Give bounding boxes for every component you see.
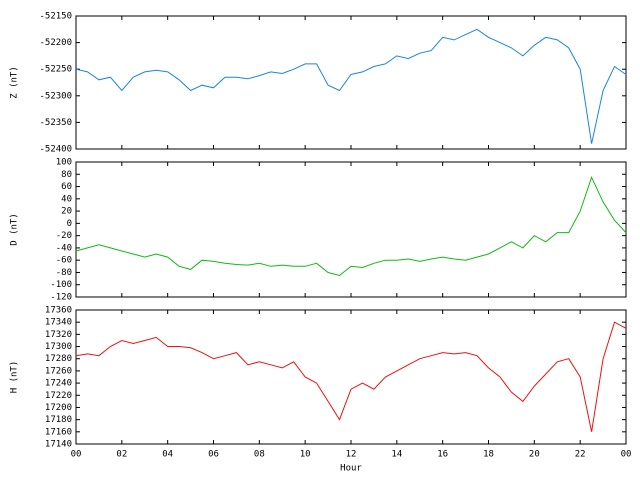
y-tick-label: 17340	[45, 318, 72, 328]
plot-frame	[75, 161, 627, 298]
x-tick-label: 02	[116, 450, 127, 460]
data-line	[75, 321, 627, 432]
x-tick-label: 18	[483, 450, 494, 460]
y-tick-label: -20	[56, 231, 72, 241]
y-tick-label: 17140	[45, 440, 72, 450]
x-tick-label: 10	[300, 450, 311, 460]
y-tick-label: 17300	[45, 342, 72, 352]
y-tick-label: -120	[50, 293, 72, 303]
x-tick-label: 14	[391, 450, 402, 460]
y-tick-label: 17200	[45, 403, 72, 413]
y-tick-label: 17240	[45, 379, 72, 389]
x-tick-label: 04	[162, 450, 173, 460]
y-tick-label: 80	[61, 170, 72, 180]
x-tick-label: 16	[437, 450, 448, 460]
y-axis-label: D (nT)	[10, 213, 20, 246]
y-axis-label: Z (nT)	[10, 66, 20, 99]
data-line	[75, 28, 627, 144]
x-tick-label: 06	[208, 450, 219, 460]
x-tick-label: 20	[529, 450, 540, 460]
x-tick-label: 00	[71, 450, 82, 460]
y-tick-label: -52250	[39, 65, 72, 75]
y-tick-label: 17180	[45, 415, 72, 425]
y-tick-label: -80	[56, 268, 72, 278]
y-tick-label: -52300	[39, 91, 72, 101]
data-line	[75, 175, 627, 277]
y-tick-label: 17280	[45, 354, 72, 364]
y-tick-label: 17320	[45, 330, 72, 340]
y-tick-label: 20	[61, 207, 72, 217]
y-tick-label: -52150	[39, 12, 72, 22]
y-tick-label: 17220	[45, 391, 72, 401]
y-tick-label: 100	[56, 158, 72, 168]
plot-frame	[75, 15, 627, 150]
x-axis-label: Hour	[340, 464, 362, 474]
y-tick-label: 17260	[45, 366, 72, 376]
x-tick-label: 12	[346, 450, 357, 460]
y-tick-label: 17160	[45, 427, 72, 437]
y-tick-label: 60	[61, 182, 72, 192]
y-tick-label: -60	[56, 256, 72, 266]
y-tick-label: -100	[50, 280, 72, 290]
y-tick-label: 0	[67, 219, 72, 229]
y-tick-label: -52200	[39, 38, 72, 48]
x-tick-label: 22	[575, 450, 586, 460]
y-axis-label: H (nT)	[10, 361, 20, 394]
y-tick-label: 17360	[45, 306, 72, 316]
x-tick-label: 08	[254, 450, 265, 460]
y-tick-label: -52400	[39, 145, 72, 155]
y-tick-label: -40	[56, 243, 72, 253]
y-tick-label: 40	[61, 194, 72, 204]
y-tick-label: -52350	[39, 118, 72, 128]
x-tick-label: 00	[621, 450, 632, 460]
